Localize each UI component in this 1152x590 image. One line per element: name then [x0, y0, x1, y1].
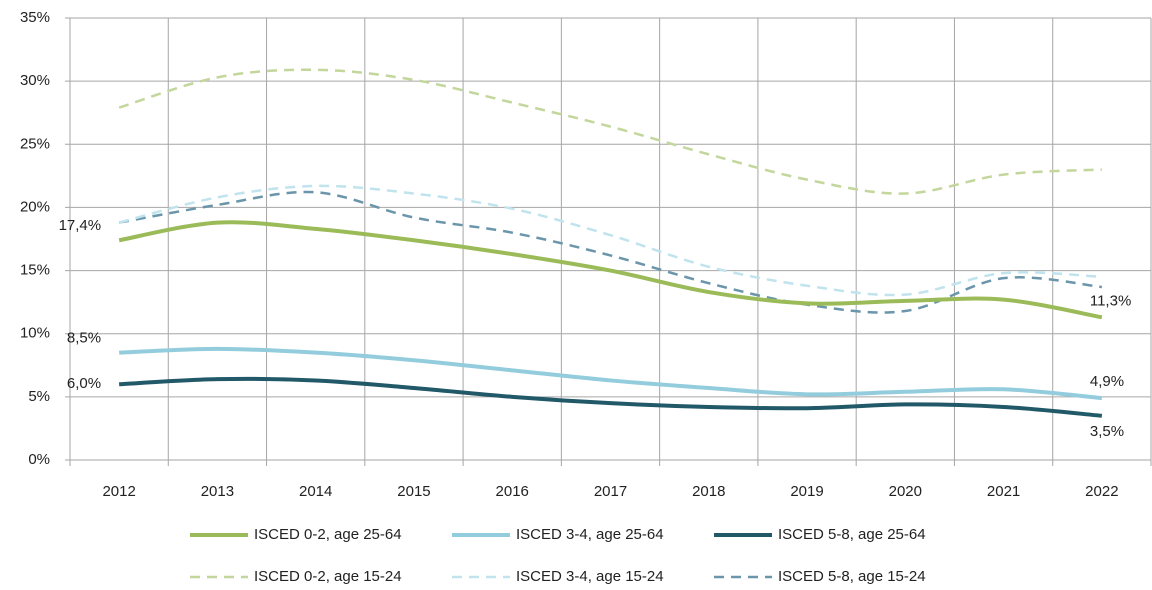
- series-line: [119, 346, 1103, 401]
- legend-label: ISCED 3-4, age 25-64: [516, 526, 664, 543]
- series-line: [118, 184, 1102, 297]
- x-tick-label: 2022: [1085, 483, 1118, 500]
- data-label: 17,4%: [59, 217, 102, 234]
- x-tick-label: 2019: [790, 483, 823, 500]
- x-tick-label: 2015: [397, 483, 430, 500]
- legend-label: ISCED 5-8, age 15-24: [778, 568, 926, 585]
- x-tick-label: 2020: [889, 483, 922, 500]
- x-tick-label: 2018: [692, 483, 725, 500]
- series-line: [118, 220, 1103, 320]
- x-tick-label: 2021: [987, 483, 1020, 500]
- x-tick-label: 2013: [201, 483, 234, 500]
- data-label: 4,9%: [1090, 373, 1124, 390]
- y-tick-label: 20%: [20, 198, 50, 215]
- x-tick-label: 2016: [496, 483, 529, 500]
- series-line: [119, 376, 1103, 418]
- data-label: 11,3%: [1090, 292, 1131, 309]
- legend-label: ISCED 5-8, age 25-64: [778, 526, 926, 543]
- y-tick-label: 15%: [20, 262, 50, 279]
- data-label: 8,5%: [67, 330, 101, 347]
- y-tick-label: 25%: [20, 135, 50, 152]
- y-tick-label: 35%: [20, 9, 50, 26]
- y-tick-label: 0%: [28, 451, 50, 468]
- data-label: 6,0%: [67, 375, 101, 392]
- y-tick-label: 30%: [20, 72, 50, 89]
- legend-label: ISCED 3-4, age 15-24: [516, 568, 664, 585]
- legend-label: ISCED 0-2, age 25-64: [254, 526, 402, 543]
- series-line: [118, 190, 1102, 314]
- series-line: [118, 68, 1102, 195]
- x-tick-label: 2014: [299, 483, 332, 500]
- x-tick-label: 2012: [102, 483, 135, 500]
- y-tick-label: 10%: [20, 325, 50, 342]
- legend-label: ISCED 0-2, age 15-24: [254, 568, 402, 585]
- x-tick-label: 2017: [594, 483, 627, 500]
- data-label: 3,5%: [1090, 423, 1124, 440]
- y-tick-label: 5%: [28, 388, 50, 405]
